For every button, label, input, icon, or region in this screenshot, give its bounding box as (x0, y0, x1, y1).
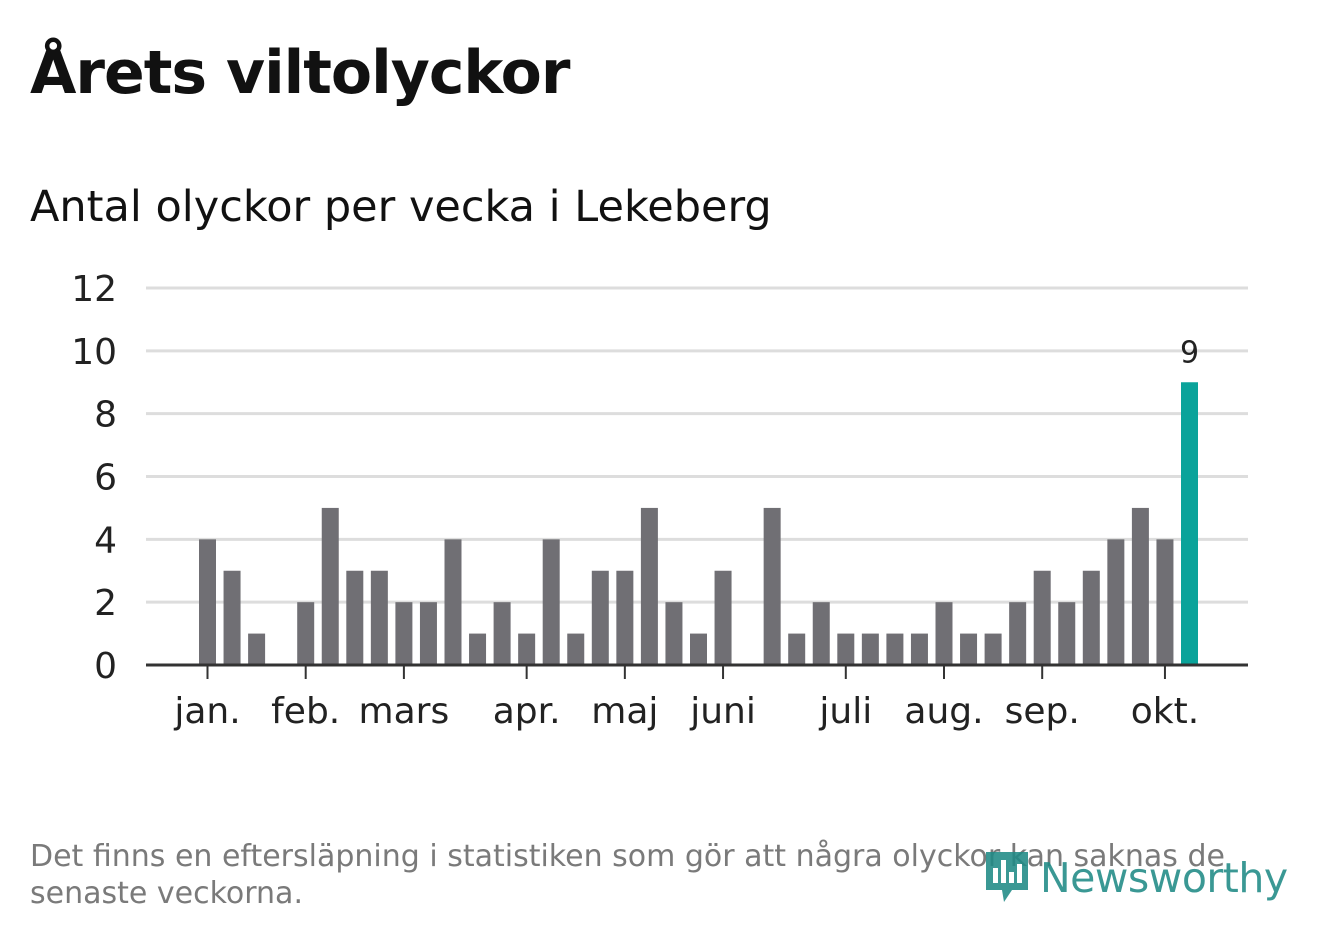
bar (248, 633, 266, 665)
bar (788, 633, 806, 665)
newsworthy-logo: Newsworthy (982, 848, 1288, 908)
x-tick-label: okt. (1131, 691, 1199, 732)
bar (640, 507, 658, 665)
bar (1033, 570, 1051, 665)
page-title: Årets viltolyckor (30, 38, 570, 108)
chart-subtitle: Antal olyckor per vecka i Lekeberg (30, 182, 772, 232)
y-tick-label: 12 (71, 269, 117, 310)
x-tick-label: jan. (173, 691, 240, 732)
x-tick-label: mars (359, 691, 450, 732)
bar (395, 602, 413, 665)
bar (812, 602, 830, 665)
x-tick-label: aug. (904, 691, 983, 732)
bar (346, 570, 364, 665)
newsworthy-logo-icon (982, 846, 1032, 910)
bar (837, 633, 855, 665)
y-tick-label: 8 (94, 395, 117, 436)
bar (370, 570, 388, 665)
bar (886, 633, 904, 665)
bar (567, 633, 585, 665)
bar (444, 539, 462, 665)
data-label: 9 (1180, 335, 1199, 370)
y-tick-label: 10 (71, 332, 117, 373)
bar (861, 633, 879, 665)
bar (1107, 539, 1125, 665)
x-tick-label: juli (818, 691, 872, 732)
bar (1009, 602, 1027, 665)
y-tick-label: 0 (94, 646, 117, 687)
y-tick-label: 2 (94, 583, 117, 624)
bar (763, 507, 781, 665)
bar (984, 633, 1002, 665)
bar (616, 570, 634, 665)
bar (935, 602, 953, 665)
x-tick-label: sep. (1005, 691, 1080, 732)
bar (518, 633, 536, 665)
bar (690, 633, 707, 665)
bar (1058, 602, 1076, 665)
bar (469, 633, 487, 665)
bar (542, 539, 560, 665)
x-tick-label: apr. (493, 691, 561, 732)
bar (199, 539, 216, 665)
logo-text: Newsworthy (1040, 854, 1288, 902)
bar (591, 570, 609, 665)
bar (960, 633, 978, 665)
bar (297, 602, 315, 665)
bar (1131, 507, 1149, 665)
highlight-bar (1181, 382, 1198, 665)
bar (1156, 539, 1174, 665)
bar (714, 570, 732, 665)
bar (493, 602, 511, 665)
bar-chart: 0 2 4 6 8 10 12 9 jan. feb. mars apr. maj juni juli aug… (71, 269, 1248, 732)
bar (1082, 570, 1100, 665)
x-tick-label: maj (591, 691, 658, 732)
y-tick-label: 6 (94, 458, 117, 499)
bar (665, 602, 683, 665)
x-tick-label: feb. (271, 691, 340, 732)
y-tick-label: 4 (94, 520, 117, 561)
x-tick-label: juni (689, 691, 756, 732)
bar (321, 507, 339, 665)
bar (223, 570, 241, 665)
bar (910, 633, 928, 665)
bar (419, 602, 437, 665)
